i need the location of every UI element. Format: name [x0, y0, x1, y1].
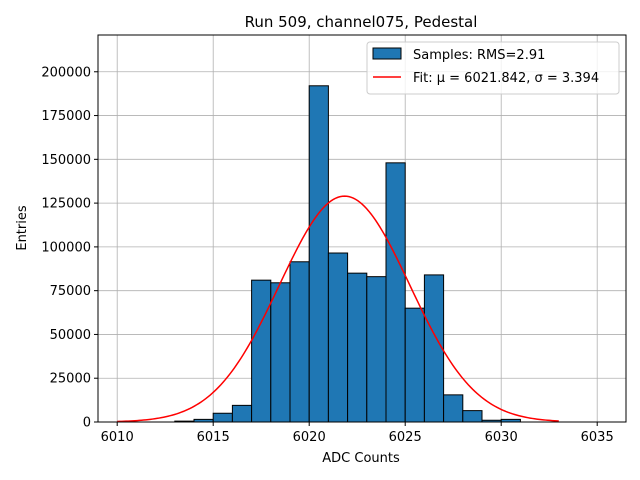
- histogram-bar: [270, 282, 291, 423]
- histogram-bar: [212, 412, 233, 423]
- y-tick-label: 200000: [41, 65, 91, 80]
- y-tick-label: 50000: [50, 328, 91, 343]
- axis-ticks: 6010 6015 6020 6025 6030 6035 0 25000 50000 75000…: [41, 65, 613, 445]
- x-tick-label: 6035: [581, 430, 614, 445]
- y-tick-label: 0: [83, 416, 91, 431]
- histogram-bar: [385, 162, 406, 423]
- histogram-bar: [289, 261, 310, 423]
- histogram-bar: [443, 394, 464, 423]
- histogram-bar: [251, 279, 272, 423]
- x-tick-label: 6030: [485, 430, 518, 445]
- histogram-bar: [404, 307, 425, 423]
- y-tick-label: 25000: [50, 372, 91, 387]
- y-axis-label: Entries: [15, 205, 30, 251]
- histogram-bar: [347, 272, 368, 423]
- fit-curve-layer: [117, 195, 559, 423]
- histogram-bar: [423, 274, 445, 423]
- x-tick-label: 6025: [389, 430, 422, 445]
- fit-curve: [117, 195, 559, 423]
- y-tick-label: 125000: [41, 197, 91, 212]
- y-tick-label: 150000: [41, 153, 91, 168]
- histogram-bar: [462, 410, 483, 423]
- y-tick-label: 75000: [50, 284, 91, 299]
- histogram-bar: [366, 276, 387, 423]
- legend-box: [366, 41, 620, 95]
- y-tick-label: 100000: [41, 240, 91, 255]
- legend-label-samples: Samples: RMS=2.91: [413, 48, 545, 63]
- y-tick-label: 175000: [41, 109, 91, 124]
- histogram-bars: [174, 85, 521, 423]
- grid: [98, 35, 626, 423]
- chart-title: Run 509, channel075, Pedestal: [245, 13, 478, 31]
- legend-swatch-samples: [372, 47, 402, 60]
- x-tick-label: 6015: [197, 430, 230, 445]
- histogram-bar: [327, 252, 349, 423]
- x-tick-label: 6020: [293, 430, 326, 445]
- histogram-bar: [231, 404, 253, 423]
- plot-frame: [97, 34, 627, 423]
- histogram-bar: [308, 85, 329, 423]
- x-axis-label: ADC Counts: [322, 451, 400, 466]
- legend-label-fit: Fit: μ = 6021.842, σ = 3.394: [413, 71, 599, 86]
- x-tick-label: 6010: [101, 430, 134, 445]
- legend: Samples: RMS=2.91 Fit: μ = 6021.842, σ =…: [366, 41, 620, 95]
